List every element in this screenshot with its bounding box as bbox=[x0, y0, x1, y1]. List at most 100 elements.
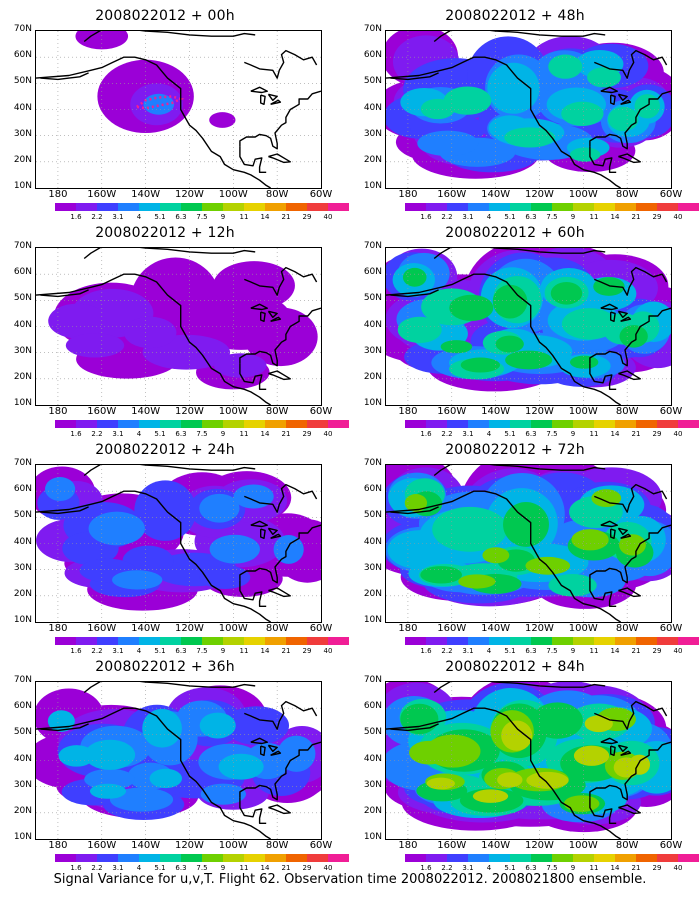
coastline bbox=[239, 363, 267, 390]
coastline bbox=[594, 700, 668, 730]
coastline bbox=[268, 370, 291, 381]
lon-tick-label: 140W bbox=[481, 623, 511, 634]
colorbar-swatch bbox=[265, 854, 286, 862]
colorbar-swatch bbox=[139, 854, 160, 862]
coastline bbox=[250, 737, 268, 745]
colorbar-swatch bbox=[223, 420, 244, 428]
lat-tick-label: 10N bbox=[13, 615, 32, 625]
variance-contour bbox=[504, 127, 556, 148]
coastline bbox=[268, 587, 291, 598]
lat-tick-label: 40N bbox=[363, 536, 382, 547]
panel-title: 2008022012 + 84h bbox=[445, 659, 585, 675]
variance-contour bbox=[569, 147, 601, 162]
lat-tick-label: 40N bbox=[13, 319, 32, 330]
colorbar-label: 5.1 bbox=[154, 430, 166, 438]
coastline bbox=[589, 90, 671, 150]
lat-tick-label: 70N bbox=[363, 675, 382, 685]
colorbar-swatch bbox=[573, 203, 594, 211]
panel-title: 2008022012 + 24h bbox=[95, 442, 235, 458]
colorbar-label: 40 bbox=[673, 430, 683, 438]
lat-tick-label: 10N bbox=[13, 181, 32, 191]
lon-tick-label: 100W bbox=[218, 623, 248, 634]
colorbar-swatch bbox=[160, 854, 181, 862]
lon-tick-label: 80W bbox=[615, 406, 639, 417]
colorbar-swatch bbox=[657, 637, 678, 645]
colorbar-swatch bbox=[447, 203, 468, 211]
coastline bbox=[610, 745, 616, 756]
colorbar-label: 1.6 bbox=[420, 213, 432, 221]
coastline bbox=[594, 483, 668, 513]
lat-tick-label: 30N bbox=[13, 562, 32, 573]
lat-tick-label: 20N bbox=[363, 805, 382, 816]
variance-contour bbox=[75, 31, 129, 50]
lon-tick-label: 120W bbox=[174, 189, 204, 200]
variance-contour bbox=[402, 267, 427, 287]
colorbar-swatch bbox=[531, 203, 552, 211]
variance-contour bbox=[443, 86, 492, 115]
variance-contour bbox=[209, 534, 260, 564]
colorbar-label: 1.6 bbox=[70, 864, 82, 872]
lon-tick-label: 80W bbox=[615, 623, 639, 634]
lat-tick-label: 20N bbox=[363, 588, 382, 599]
colorbar-swatch bbox=[489, 854, 510, 862]
lat-tick-label: 50N bbox=[363, 293, 382, 304]
coastline bbox=[594, 266, 668, 296]
lon-tick-label: 120W bbox=[174, 406, 204, 417]
lat-tick-label: 30N bbox=[13, 345, 32, 356]
coastline bbox=[433, 682, 606, 694]
variance-contour bbox=[619, 534, 646, 556]
lat-tick-label: 10N bbox=[363, 832, 382, 842]
lat-tick-label: 60N bbox=[13, 267, 32, 278]
colorbar-label: 4 bbox=[486, 430, 492, 438]
colorbar-label: 21 bbox=[281, 647, 291, 655]
colorbar-label: 9 bbox=[570, 647, 576, 655]
lon-tick-label: 80W bbox=[265, 623, 289, 634]
colorbar-swatch bbox=[55, 854, 76, 862]
lon-tick-label: 180 bbox=[398, 189, 418, 200]
lat-tick-label: 20N bbox=[13, 154, 32, 165]
coastline bbox=[386, 273, 621, 405]
colorbar-swatch bbox=[615, 203, 636, 211]
colorbar-swatch bbox=[552, 420, 573, 428]
colorbar-swatch bbox=[636, 203, 657, 211]
variance-contour bbox=[548, 574, 597, 597]
coastline bbox=[610, 94, 616, 105]
figure-caption: Signal Variance for u,v,T. Flight 62. Ob… bbox=[53, 872, 647, 887]
colorbar-label: 5.1 bbox=[154, 864, 166, 872]
coastline bbox=[600, 86, 618, 94]
colorbar-swatch bbox=[636, 420, 657, 428]
colorbar-label: 21 bbox=[631, 213, 641, 221]
colorbar-swatch bbox=[223, 637, 244, 645]
colorbar-swatch bbox=[202, 854, 223, 862]
colorbar-swatch bbox=[573, 420, 594, 428]
lon-tick-label: 80W bbox=[265, 406, 289, 417]
colorbar-label: 4 bbox=[136, 213, 142, 221]
colorbar-label: 3.1 bbox=[462, 864, 474, 872]
colorbar-label: 4 bbox=[136, 864, 142, 872]
colorbar-swatch bbox=[426, 420, 447, 428]
variance-contour bbox=[492, 284, 528, 319]
colorbar-label: 2.2 bbox=[91, 647, 103, 655]
variance-contour bbox=[200, 783, 247, 805]
variance-contour bbox=[587, 67, 621, 88]
colorbar-swatch bbox=[223, 854, 244, 862]
variance-contour bbox=[440, 340, 473, 354]
colorbar-label: 40 bbox=[673, 647, 683, 655]
colorbar-label: 4 bbox=[136, 647, 142, 655]
coastline bbox=[433, 248, 606, 260]
colorbar-swatch bbox=[265, 420, 286, 428]
coastline bbox=[390, 506, 439, 515]
colorbar-label: 14 bbox=[260, 213, 270, 221]
coastline bbox=[610, 311, 616, 322]
lon-tick-label: 160W bbox=[437, 189, 467, 200]
colorbar-swatch bbox=[244, 203, 265, 211]
colorbar-swatch bbox=[510, 203, 531, 211]
colorbar-swatch bbox=[573, 637, 594, 645]
colorbar-label: 3.1 bbox=[462, 430, 474, 438]
colorbar-swatch bbox=[468, 854, 489, 862]
colorbar-label: 29 bbox=[302, 864, 312, 872]
colorbar-label: 2.2 bbox=[91, 213, 103, 221]
colorbar-label: 5.1 bbox=[154, 213, 166, 221]
colorbar-swatch bbox=[657, 203, 678, 211]
coastline bbox=[250, 520, 268, 528]
